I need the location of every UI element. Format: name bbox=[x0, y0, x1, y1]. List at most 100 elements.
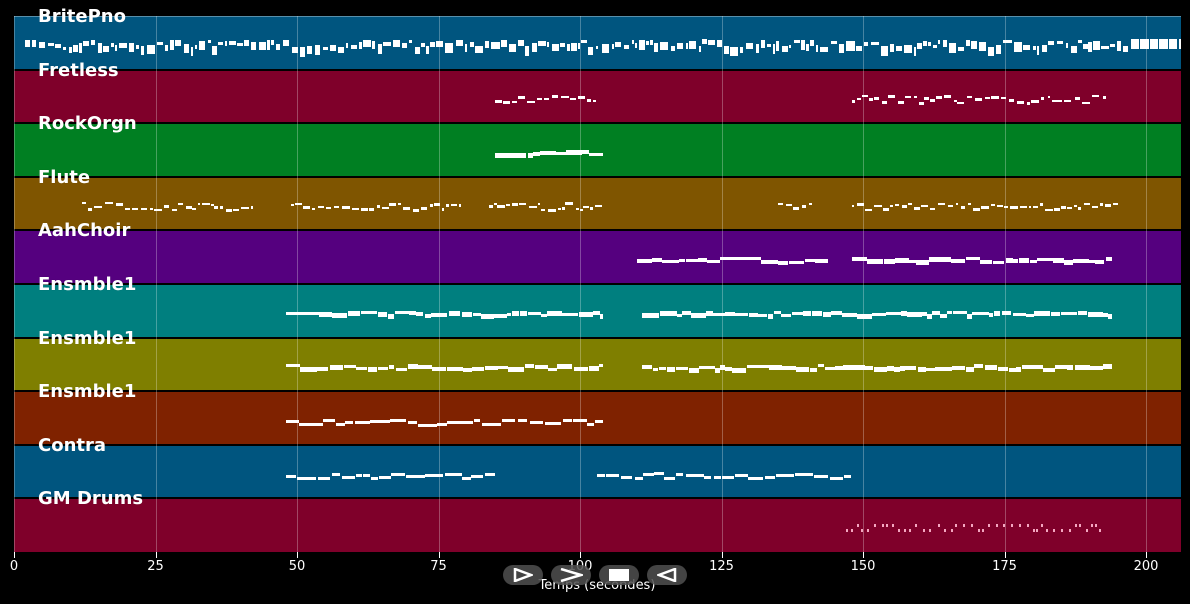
note bbox=[1033, 205, 1039, 208]
note bbox=[1140, 39, 1149, 50]
track-contra bbox=[14, 444, 1181, 499]
note bbox=[587, 423, 595, 427]
note bbox=[31, 40, 37, 48]
note bbox=[562, 419, 573, 423]
track-gm-drums bbox=[14, 498, 1181, 552]
note bbox=[132, 207, 139, 210]
note bbox=[1036, 45, 1040, 55]
drum-hit bbox=[1090, 523, 1093, 527]
note bbox=[595, 46, 599, 50]
note bbox=[588, 153, 603, 157]
note bbox=[1041, 44, 1047, 52]
note bbox=[788, 260, 804, 264]
note bbox=[408, 364, 418, 370]
note bbox=[236, 42, 243, 46]
note bbox=[623, 44, 630, 49]
note bbox=[721, 476, 735, 480]
note bbox=[1087, 311, 1104, 317]
note bbox=[1033, 45, 1036, 50]
note bbox=[731, 367, 747, 373]
note bbox=[857, 313, 872, 319]
note bbox=[91, 40, 96, 46]
note bbox=[201, 203, 210, 206]
note bbox=[838, 44, 844, 54]
drum-hit bbox=[886, 523, 889, 527]
note bbox=[541, 208, 545, 211]
note bbox=[724, 45, 729, 54]
drum-hit bbox=[909, 528, 912, 532]
note bbox=[895, 204, 899, 207]
note bbox=[1130, 39, 1139, 50]
note bbox=[873, 367, 887, 373]
track-label: GM Drums bbox=[38, 488, 144, 510]
note bbox=[947, 311, 953, 314]
note bbox=[285, 364, 300, 368]
note bbox=[164, 44, 168, 51]
track-ensmble1 bbox=[14, 391, 1181, 445]
note bbox=[190, 46, 194, 56]
note bbox=[170, 39, 174, 50]
note bbox=[149, 207, 153, 210]
note bbox=[485, 40, 489, 48]
note bbox=[830, 476, 844, 480]
note bbox=[524, 364, 535, 369]
note bbox=[1016, 100, 1024, 104]
note bbox=[270, 39, 274, 45]
note bbox=[706, 311, 714, 317]
note bbox=[395, 368, 407, 371]
note bbox=[544, 422, 561, 426]
note bbox=[377, 44, 382, 55]
note bbox=[417, 364, 433, 369]
forward-button[interactable] bbox=[551, 565, 591, 585]
note bbox=[1021, 365, 1036, 370]
note bbox=[831, 310, 842, 315]
note bbox=[462, 421, 474, 425]
play-button[interactable] bbox=[503, 565, 543, 585]
note bbox=[1100, 46, 1110, 50]
note bbox=[360, 208, 368, 212]
note bbox=[448, 310, 460, 316]
note bbox=[894, 257, 910, 263]
track-label: RockOrgn bbox=[38, 113, 137, 135]
back-button[interactable] bbox=[647, 565, 687, 585]
drum-hit bbox=[1032, 528, 1035, 532]
track-label: Flute bbox=[38, 166, 91, 188]
note bbox=[300, 46, 305, 57]
note bbox=[507, 366, 525, 372]
note bbox=[577, 95, 586, 99]
note bbox=[511, 311, 520, 317]
note bbox=[972, 207, 981, 211]
track-label: Ensmble1 bbox=[38, 381, 137, 403]
note bbox=[1090, 365, 1104, 370]
drum-hit bbox=[1045, 528, 1048, 532]
note bbox=[601, 44, 609, 54]
note bbox=[889, 43, 894, 52]
gridline bbox=[721, 16, 723, 552]
note bbox=[936, 95, 942, 99]
note bbox=[736, 257, 744, 261]
note bbox=[502, 100, 510, 104]
note bbox=[811, 311, 823, 317]
note bbox=[785, 204, 792, 207]
drum-hit bbox=[1018, 523, 1021, 527]
x-tick bbox=[155, 552, 157, 558]
note bbox=[383, 42, 391, 47]
note bbox=[573, 367, 589, 372]
drum-hit bbox=[1095, 523, 1098, 527]
note bbox=[1122, 45, 1128, 52]
note bbox=[886, 366, 894, 372]
note bbox=[1018, 257, 1030, 263]
note bbox=[782, 366, 796, 371]
note bbox=[713, 312, 725, 316]
note bbox=[918, 101, 924, 105]
note bbox=[1105, 203, 1112, 207]
drum-hit bbox=[1060, 528, 1063, 532]
note bbox=[401, 42, 407, 48]
note bbox=[921, 204, 928, 207]
note bbox=[1100, 203, 1104, 207]
stop-button[interactable] bbox=[599, 565, 639, 585]
note bbox=[929, 208, 935, 210]
track-label: BritePno bbox=[38, 6, 126, 27]
drum-hit bbox=[1098, 528, 1101, 532]
gridline bbox=[297, 16, 298, 552]
